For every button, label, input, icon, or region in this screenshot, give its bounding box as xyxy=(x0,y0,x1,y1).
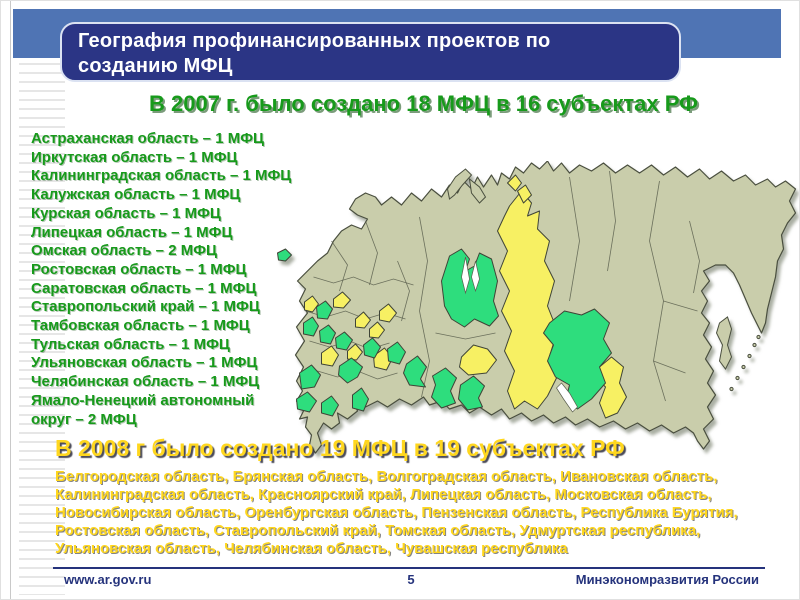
russia-map-svg xyxy=(277,160,797,454)
heading-2008: В 2008 г было создано 19 МФЦ в 19 субъек… xyxy=(55,435,625,461)
regions-2008-paragraph: Белгородская область, Брянская область, … xyxy=(55,468,738,557)
map-islands xyxy=(446,168,761,392)
left-edge-rule xyxy=(10,1,11,599)
region-item: Ульяновская область – 1 МФЦ xyxy=(31,354,258,372)
page-number: 5 xyxy=(407,572,415,587)
region-item: Калужская область – 1 МФЦ xyxy=(31,186,241,204)
region-item: Курская область – 1 МФЦ xyxy=(31,204,221,222)
region-item: Тамбовская область – 1 МФЦ xyxy=(31,317,250,335)
region-item: Астраханская область – 1 МФЦ xyxy=(31,130,264,147)
title-box: География профинансированных проектов по… xyxy=(60,22,681,82)
region-item: Иркутская область – 1 МФЦ xyxy=(31,148,238,166)
region-item: Саратовская область – 1 МФЦ xyxy=(31,279,257,297)
regions-2007-list: Астраханская область – 1 МФЦ Иркутская о… xyxy=(31,130,311,429)
region-item: Тульская область – 1 МФЦ xyxy=(31,335,230,353)
site-url: www.ar.gov.ru xyxy=(64,572,152,587)
russia-map xyxy=(269,160,797,461)
region-item: Ростовская область – 1 МФЦ xyxy=(31,260,247,278)
map-water-details xyxy=(461,256,578,413)
decor-stripes xyxy=(19,63,65,595)
footer-divider xyxy=(53,567,765,569)
region-item: Ямало-Ненецкий автономный округ – 2 МФЦ xyxy=(31,391,255,428)
heading-2007: В 2007 г. было создано 18 МФЦ в 16 субъе… xyxy=(149,91,698,116)
region-item: Челябинская область – 1 МФЦ xyxy=(31,373,260,391)
map-regions-2007-green xyxy=(277,248,612,417)
region-item: Омская область – 2 МФЦ xyxy=(31,242,217,260)
region-item: Ставропольский край – 1 МФЦ xyxy=(31,298,260,316)
slide-title-line1: География профинансированных проектов по xyxy=(78,30,551,52)
organization-name: Минэкономразвития России xyxy=(575,572,759,587)
region-item: Калининградская область – 1 МФЦ xyxy=(31,167,292,185)
map-regions-2008-yellow xyxy=(304,174,627,419)
slide-title-line2: созданию МФЦ xyxy=(78,55,233,77)
region-item: Липецкая область – 1 МФЦ xyxy=(31,223,233,241)
